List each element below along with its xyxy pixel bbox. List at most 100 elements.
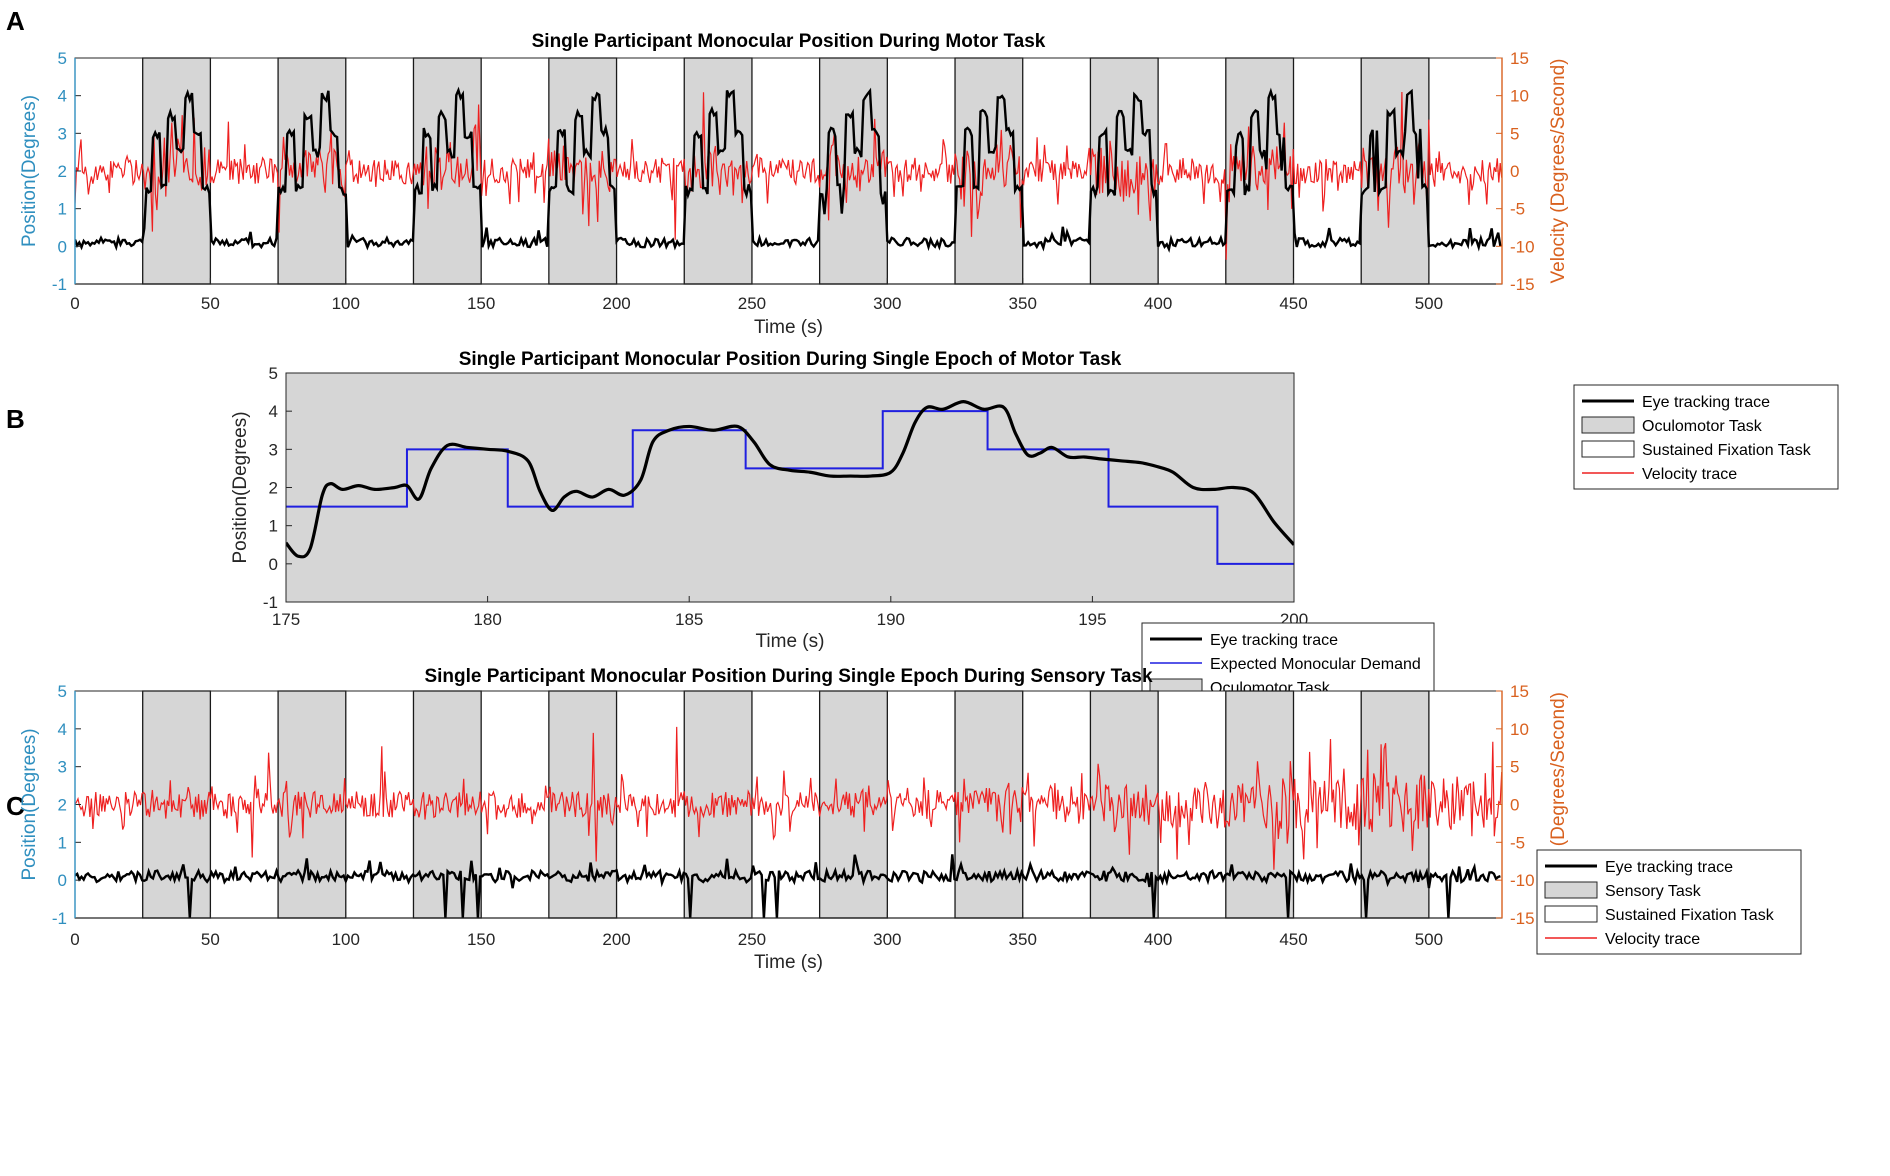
y2-tick-label-03: 0 — [1510, 796, 1519, 815]
y-axis-label: Position(Degrees) — [230, 411, 251, 563]
x-tick-label-04: 195 — [1078, 610, 1106, 629]
y2-tick-label-00: -15 — [1510, 909, 1535, 928]
x-tick-label-10: 500 — [1415, 930, 1443, 949]
x-tick-label-08: 400 — [1144, 294, 1172, 313]
x-tick-label-03: 150 — [467, 930, 495, 949]
y-tick-label-05: 4 — [58, 720, 67, 739]
y-tick-label-00: -1 — [52, 909, 67, 928]
y2-tick-label-05: 10 — [1510, 87, 1529, 106]
legend-label-01: Oculomotor Task — [1642, 418, 1763, 435]
velocity-trace — [75, 726, 1502, 870]
x-tick-label-02: 185 — [675, 610, 703, 629]
panel-letter-a: A — [6, 6, 25, 36]
y-tick-label-01: 0 — [269, 555, 278, 574]
y-tick-label-03: 2 — [58, 796, 67, 815]
x-tick-label-09: 450 — [1279, 930, 1307, 949]
y-tick-label-03: 2 — [269, 479, 278, 498]
task-block-00 — [142, 57, 212, 285]
y-tick-label-02: 1 — [58, 833, 67, 852]
legend-label-02: Sustained Fixation Task — [1605, 907, 1775, 924]
legend-label-01: Expected Monocular Demand — [1210, 656, 1421, 673]
x-tick-label-00: 0 — [70, 294, 79, 313]
traces — [75, 86, 1502, 260]
y-tick-label-02: 1 — [58, 200, 67, 219]
y-tick-label-06: 5 — [269, 364, 278, 383]
y-tick-label-06: 5 — [58, 682, 67, 701]
task-block-08 — [1225, 690, 1295, 919]
legend-label-00: Eye tracking trace — [1642, 394, 1770, 411]
y-tick-label-04: 3 — [58, 758, 67, 777]
x-tick-label-03: 190 — [877, 610, 905, 629]
task-block-03 — [548, 690, 618, 919]
task-block-00 — [286, 373, 1294, 602]
task-block-05 — [818, 690, 888, 919]
panel-c: C 0 50 100 150 200 250 300 350 400 450 500-1012345… — [6, 666, 1802, 973]
x-axis-label: Time (s) — [756, 631, 825, 652]
y2-tick-label-04: 5 — [1510, 124, 1519, 143]
y2-tick-label-04: 5 — [1510, 758, 1519, 777]
traces — [286, 400, 1294, 565]
task-block-04 — [683, 690, 753, 919]
eye-tracking-trace — [75, 854, 1501, 918]
legend-label-00: Eye tracking trace — [1605, 859, 1733, 876]
velocity-trace — [75, 91, 1502, 260]
x-tick-label-07: 350 — [1009, 294, 1037, 313]
y2-tick-label-01: -10 — [1510, 871, 1535, 890]
legend: Eye tracking trace Expected Monocular Dem… — [1141, 622, 1435, 704]
panel-a: A 0 50 100 150 200 250 300 350 400 450 500-1012345… — [6, 6, 1839, 490]
y-tick-label-00: -1 — [52, 275, 67, 294]
x-tick-label-02: 100 — [332, 294, 360, 313]
legend-swatch-fixation — [1544, 905, 1598, 923]
y-tick-label-00: -1 — [263, 593, 278, 612]
legend-swatch-fixation — [1581, 440, 1635, 458]
y-tick-label-05: 4 — [58, 87, 67, 106]
task-block-08 — [1225, 57, 1295, 285]
task-block-04 — [683, 57, 753, 285]
y-tick-label-01: 0 — [58, 871, 67, 890]
y-tick-label-01: 0 — [58, 237, 67, 256]
legend-swatch-task — [1581, 416, 1635, 434]
y-tick-label-04: 3 — [58, 124, 67, 143]
x-tick-label-09: 450 — [1279, 294, 1307, 313]
y-tick-label-05: 4 — [269, 402, 278, 421]
legend-label-02: Sustained Fixation Task — [1642, 442, 1812, 459]
task-block-03 — [548, 57, 618, 285]
y2-axis-label: Velocity (Degrees/Second) — [1548, 59, 1569, 284]
legend-label-03: Velocity trace — [1642, 466, 1737, 483]
chart-title: Single Participant Monocular Position Du… — [424, 666, 1153, 687]
eye-tracking-trace — [286, 400, 1294, 559]
y-tick-label-02: 1 — [269, 517, 278, 536]
legend-label-01: Sensory Task — [1605, 883, 1702, 900]
panel-letter-c: C — [6, 791, 25, 821]
legend-swatch-task — [1544, 881, 1598, 899]
y2-tick-label-05: 10 — [1510, 720, 1529, 739]
x-tick-label-06: 300 — [873, 930, 901, 949]
x-tick-label-00: 0 — [70, 930, 79, 949]
y2-tick-label-06: 15 — [1510, 682, 1529, 701]
x-axis-label: Time (s) — [754, 952, 823, 973]
panel-letter-b: B — [6, 404, 25, 434]
x-tick-label-07: 350 — [1009, 930, 1037, 949]
x-axis-label: Time (s) — [754, 317, 823, 338]
x-tick-label-00: 175 — [272, 610, 300, 629]
y-axis-label: Position(Degrees) — [19, 95, 40, 247]
chart-title: Single Participant Monocular Position Du… — [532, 31, 1046, 52]
x-tick-label-05: 250 — [738, 930, 766, 949]
y-tick-label-04: 3 — [269, 440, 278, 459]
x-tick-label-08: 400 — [1144, 930, 1172, 949]
x-tick-label-03: 150 — [467, 294, 495, 313]
x-tick-label-10: 500 — [1415, 294, 1443, 313]
eye-tracking-trace — [75, 86, 1502, 253]
x-tick-label-01: 50 — [201, 294, 220, 313]
y2-tick-label-00: -15 — [1510, 275, 1535, 294]
chart-title: Single Participant Monocular Position Du… — [459, 349, 1122, 370]
y2-tick-label-01: -10 — [1510, 237, 1535, 256]
x-tick-label-06: 300 — [873, 294, 901, 313]
y-tick-label-06: 5 — [58, 49, 67, 68]
y-tick-label-03: 2 — [58, 162, 67, 181]
y2-tick-label-06: 15 — [1510, 49, 1529, 68]
x-tick-label-01: 50 — [201, 930, 220, 949]
x-tick-label-05: 250 — [738, 294, 766, 313]
x-tick-label-02: 100 — [332, 930, 360, 949]
